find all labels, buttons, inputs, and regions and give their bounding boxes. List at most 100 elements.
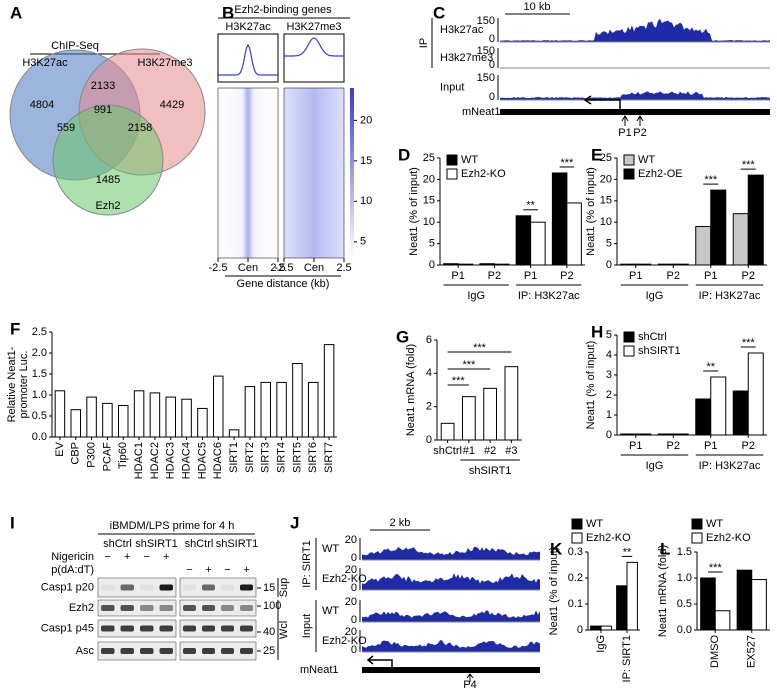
blot-band [183,648,196,654]
y-tick-label: 2.0 [32,347,47,359]
gene-name: mNeat1 [300,664,339,676]
panel-label: B [222,3,234,22]
bar [292,363,303,438]
bar [657,433,674,436]
bar [443,263,459,266]
scale-label: 10 kb [524,1,551,13]
bar [620,263,637,266]
x-tick-label: HDAC5 [196,442,208,479]
x-tick-label: SIRT4 [275,442,287,473]
treatment-sign: − [105,551,111,563]
bar [732,390,749,436]
gene-name: mNeat1 [462,106,501,118]
bar [483,387,497,441]
bar [747,174,764,266]
blot-band [240,625,253,632]
y-tick-label: 1.0 [677,572,692,584]
treatment-sign: − [144,551,150,563]
x-tick-label: SIRT1 [228,442,240,473]
profile-box [283,33,345,83]
blot-strip [179,641,257,661]
bar [70,409,81,438]
legend-label: WT [706,518,723,530]
group-label: IgG [646,290,664,302]
bar [635,263,652,266]
x-tick-label: Cen [238,262,258,274]
treatment-sign: + [205,564,211,576]
coverage-track [362,573,540,590]
blot-band [240,605,253,611]
y-tick-label: 0 [606,259,612,271]
bar [736,569,753,631]
x-tick-label: Tip60 [117,442,129,469]
legend-swatch [623,331,635,343]
blot-band [120,584,134,591]
panel-label: E [591,145,602,164]
x-tick-label: shCtrl [433,445,462,457]
fraction-label: Sup [278,578,290,598]
group-label: shSIRT1 [469,465,512,477]
set-label: H3K27ac [22,57,68,69]
track-name: Ezh2-KO [322,635,367,647]
significance-label: ** [526,200,535,212]
marker-label: 25 [263,645,275,657]
legend-swatch [623,154,635,166]
treatment-sign: + [163,551,169,563]
blot-band [140,648,154,654]
bar [657,263,674,266]
y-tick-label: 0.0 [677,624,692,636]
bar [493,263,510,266]
bar [600,625,612,631]
x-tick-label: P2 [667,270,680,282]
venn-set [52,104,164,216]
y-tick-label: 20 [423,173,435,185]
group-label: IP: H3K27ac [699,290,761,302]
bar [635,433,652,436]
x-tick-label: IP: SIRT1 [621,635,633,682]
legend-swatch [571,518,583,530]
y-tick-label: 0 [489,33,495,45]
x-tick-label: HDAC6 [212,442,224,479]
y-tick-label: 2 [426,401,432,413]
legend-label: Ezh2-OE [638,168,683,180]
blot-band [183,605,196,611]
significance-label: *** [452,375,466,387]
blot-band [159,648,173,654]
lane-label: shCtrl [185,538,214,550]
row-label: Casp1 p20 [41,581,94,593]
legend-swatch [623,168,635,180]
ip-label: IP [418,38,430,48]
coverage-track [362,610,540,622]
x-tick-label: EX527 [746,635,758,668]
region-count: 559 [57,122,75,134]
blot-band [120,605,134,611]
blot-strip [179,577,257,598]
blot-strip [179,619,257,638]
panel-label: G [396,327,409,346]
y-tick-label: 10 [423,216,435,228]
bar [149,392,161,438]
legend-label: WT [586,518,603,530]
y-tick-label: 0.3 [568,546,583,558]
colorbar-tick-label: 15 [360,155,372,167]
y-tick-label: 20 [345,534,357,546]
bar [710,189,727,266]
significance-label: *** [462,359,476,371]
x-tick-label: P2 [742,440,755,452]
set-label: Ezh2 [95,200,120,212]
treatment-label: p(dA:dT) [51,564,94,576]
y-axis-label: Neat1 (% of input) [585,341,597,430]
track-name: H3k27ac [440,24,484,36]
y-tick-label: 25 [423,152,435,164]
y-tick-label: 0 [489,59,495,71]
group-label: IP: H3K27ac [699,460,761,472]
x-tick-label: #2 [484,445,496,457]
y-tick-label: 0 [429,259,435,271]
marker-label: 40 [263,626,275,638]
panel-label: A [10,3,22,22]
bar [118,405,129,438]
y-axis-label: Relative Neat1- [6,346,18,422]
bar [244,386,256,438]
group-label: IgG [467,290,485,302]
y-axis-label: Neat1 (% of input) [548,547,560,636]
